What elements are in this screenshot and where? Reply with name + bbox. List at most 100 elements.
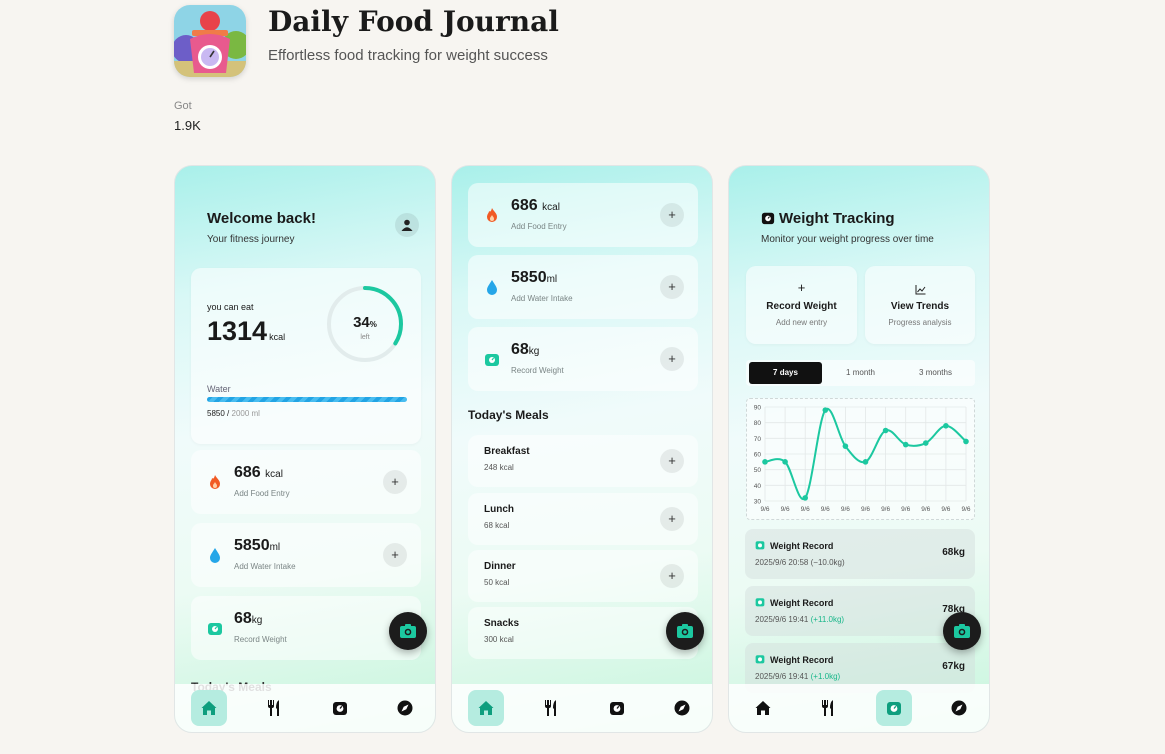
- water-amount: 5850 / 2000 ml: [207, 409, 260, 418]
- record-weight-button[interactable]: +: [660, 347, 684, 371]
- weight-record-date: 2025/9/6 19:41 (+1.0kg): [755, 672, 840, 681]
- calories-unit: kcal: [269, 332, 286, 342]
- weight-record-title: Weight Record: [770, 655, 834, 665]
- record-date-text: 2025/9/6 19:41: [755, 672, 809, 681]
- x-tick-label: 9/6: [801, 506, 810, 513]
- data-point: [943, 423, 949, 429]
- tab-discover[interactable]: [941, 690, 977, 726]
- weight-tracking-subtitle: Monitor your weight progress over time: [761, 234, 934, 245]
- scale-icon: [761, 212, 775, 225]
- food-unit: kcal: [265, 469, 283, 480]
- add-food-label: Add Food Entry: [234, 489, 290, 498]
- add-breakfast-button[interactable]: +: [660, 449, 684, 473]
- meal-dinner[interactable]: Dinner 50 kcal +: [468, 550, 698, 602]
- water-intake-value: 5850: [234, 537, 270, 554]
- record-weight-label: Record Weight: [234, 635, 287, 644]
- weight-record-value: 78kg: [942, 604, 965, 615]
- tab-home[interactable]: [745, 690, 781, 726]
- add-food-button[interactable]: +: [383, 470, 407, 494]
- water-intake: 5850ml: [234, 537, 280, 555]
- weight-record-value: 67kg: [942, 661, 965, 672]
- weight-record-row[interactable]: Weight Record 2025/9/6 20:58 (−10.0kg) 6…: [745, 529, 975, 579]
- tab-meals[interactable]: [533, 690, 569, 726]
- ring-left-label: left: [360, 334, 370, 341]
- tab-meals[interactable]: [810, 690, 846, 726]
- food-value: 686: [511, 197, 538, 214]
- add-food-label: Add Food Entry: [511, 222, 567, 231]
- todays-meals-heading: Today's Meals: [468, 408, 549, 422]
- meal-lunch[interactable]: Lunch 68 kcal +: [468, 493, 698, 545]
- x-tick-label: 9/6: [881, 506, 890, 513]
- add-lunch-button[interactable]: +: [660, 507, 684, 531]
- view-trends-button[interactable]: View Trends Progress analysis: [865, 266, 975, 344]
- camera-button[interactable]: [666, 612, 704, 650]
- meal-name: Breakfast: [484, 446, 530, 457]
- water-goal: 2000 ml: [231, 409, 260, 418]
- record-weight-button[interactable]: + Record Weight Add new entry: [746, 266, 857, 344]
- record-weight-label: Record Weight: [511, 366, 564, 375]
- record-date-text: 2025/9/6 19:41: [755, 615, 809, 624]
- camera-button[interactable]: [389, 612, 427, 650]
- kitchen-scale-icon: [174, 5, 246, 77]
- ring-progress-arc: [327, 286, 403, 362]
- add-water-button[interactable]: +: [660, 275, 684, 299]
- food-entry-card: 686 kcal Add Food Entry +: [191, 450, 421, 514]
- range-tab-3-months[interactable]: 3 months: [919, 368, 952, 377]
- tab-meals[interactable]: [256, 690, 292, 726]
- tab-discover[interactable]: [387, 690, 423, 726]
- water-intake-unit: ml: [269, 542, 281, 553]
- water-entry-card: 5850ml Add Water Intake +: [191, 523, 421, 587]
- add-dinner-button[interactable]: +: [660, 564, 684, 588]
- water-intake: 5850ml: [511, 269, 557, 287]
- home-icon: [201, 701, 217, 715]
- weight-record-title: Weight Record: [770, 598, 834, 608]
- data-point: [822, 407, 829, 413]
- add-water-button[interactable]: +: [383, 543, 407, 567]
- water-current: 5850: [207, 409, 225, 418]
- calorie-card: you can eat 1314 kcal 34% left Water 5850…: [191, 268, 421, 444]
- range-selector: 7 days 1 month 3 months: [746, 360, 975, 386]
- utensils-icon: [822, 700, 833, 716]
- record-date-text: 2025/9/6 20:58: [755, 558, 809, 567]
- tab-weight[interactable]: [876, 690, 912, 726]
- x-tick-label: 9/6: [961, 506, 970, 513]
- user-icon: [401, 219, 413, 231]
- x-tick-label: 9/6: [901, 506, 910, 513]
- screenshot-home: Welcome back! Your fitness journey you c…: [174, 165, 436, 733]
- y-tick-label: 90: [754, 405, 762, 412]
- view-trends-label: View Trends: [890, 301, 950, 312]
- meal-snacks[interactable]: Snacks 300 kcal: [468, 607, 698, 659]
- ring-percent-sign: %: [369, 320, 377, 329]
- profile-button[interactable]: [395, 213, 419, 237]
- record-delta: (+11.0kg): [810, 615, 845, 624]
- welcome-subtitle: Your fitness journey: [207, 234, 295, 245]
- meal-kcal: 248 kcal: [484, 463, 514, 472]
- scale-icon: [755, 541, 765, 550]
- flame-icon: [487, 208, 497, 222]
- calories-remaining: 1314 kcal: [207, 316, 285, 347]
- tab-weight[interactable]: [599, 690, 635, 726]
- y-tick-label: 50: [754, 467, 762, 474]
- tab-weight[interactable]: [322, 690, 358, 726]
- x-tick-label: 9/6: [841, 506, 850, 513]
- data-point: [782, 459, 788, 465]
- data-point: [762, 459, 768, 465]
- weight-record-title: Weight Record: [770, 541, 834, 551]
- range-tab-1-month[interactable]: 1 month: [846, 368, 875, 377]
- tab-discover[interactable]: [664, 690, 700, 726]
- weight-entry-card: 68kg Record Weight: [191, 596, 421, 660]
- range-tab-7-days[interactable]: 7 days: [749, 362, 822, 384]
- tab-bar: [452, 684, 712, 732]
- data-point: [802, 495, 808, 501]
- weight-record-row[interactable]: Weight Record 2025/9/6 19:41 (+11.0kg) 7…: [745, 586, 975, 636]
- tab-home[interactable]: [468, 690, 504, 726]
- tab-home[interactable]: [191, 690, 227, 726]
- water-entry-card: 5850ml Add Water Intake +: [468, 255, 698, 319]
- flame-icon: [210, 475, 220, 489]
- add-food-button[interactable]: +: [660, 203, 684, 227]
- camera-button[interactable]: [943, 612, 981, 650]
- scale-icon: [755, 655, 765, 664]
- water-progress-fill: [207, 397, 407, 402]
- y-tick-label: 70: [754, 436, 762, 443]
- meal-breakfast[interactable]: Breakfast 248 kcal +: [468, 435, 698, 487]
